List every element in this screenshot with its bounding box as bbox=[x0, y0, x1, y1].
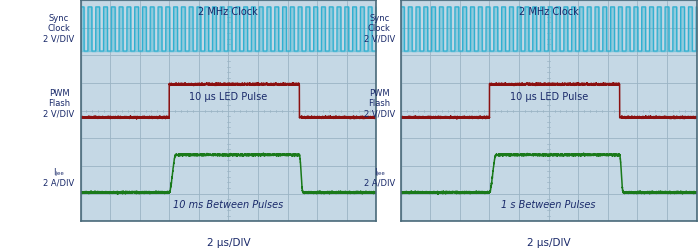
Text: 10 ms Between Pulses: 10 ms Between Pulses bbox=[174, 199, 284, 209]
Text: 2 µs/DIV: 2 µs/DIV bbox=[527, 237, 570, 246]
Text: Iⱼₑₑ
2 A/DIV: Iⱼₑₑ 2 A/DIV bbox=[363, 168, 395, 187]
Text: Sync
Clock
2 V/DIV: Sync Clock 2 V/DIV bbox=[43, 14, 75, 44]
Text: 2 MHz Clock: 2 MHz Clock bbox=[519, 7, 578, 17]
Text: 10 µs LED Pulse: 10 µs LED Pulse bbox=[189, 92, 267, 102]
Text: 2 µs/DIV: 2 µs/DIV bbox=[206, 237, 250, 246]
Text: PWM
Flash
2 V/DIV: PWM Flash 2 V/DIV bbox=[363, 89, 395, 118]
Text: 2 MHz Clock: 2 MHz Clock bbox=[199, 7, 258, 17]
Text: PWM
Flash
2 V/DIV: PWM Flash 2 V/DIV bbox=[43, 89, 75, 118]
Text: 1 s Between Pulses: 1 s Between Pulses bbox=[501, 199, 596, 209]
Text: Sync
Clock
2 V/DIV: Sync Clock 2 V/DIV bbox=[363, 14, 395, 44]
Text: 10 µs LED Pulse: 10 µs LED Pulse bbox=[510, 92, 588, 102]
Text: Iⱼₑₑ
2 A/DIV: Iⱼₑₑ 2 A/DIV bbox=[43, 168, 75, 187]
